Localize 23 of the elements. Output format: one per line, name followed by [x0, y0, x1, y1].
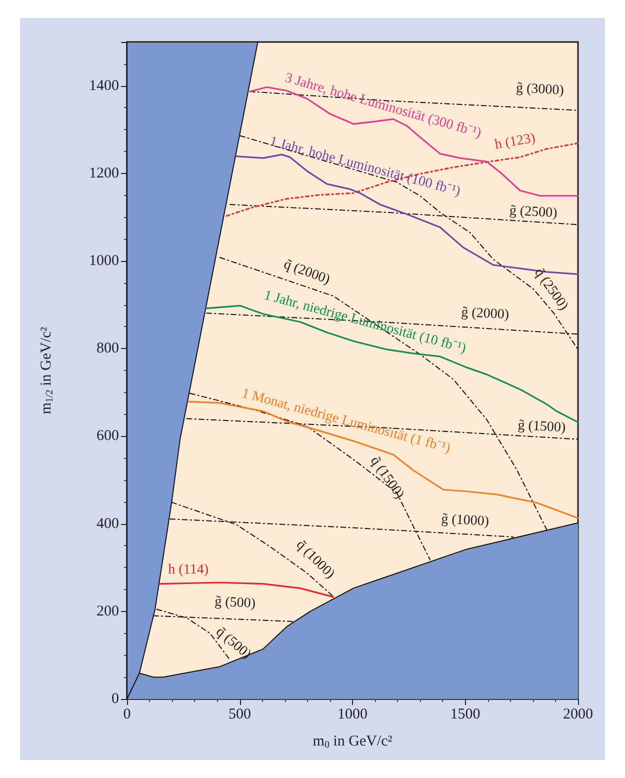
series-label: g̃ (500): [214, 594, 256, 612]
y-axis-title: m1/2 in GeV/c²: [38, 326, 56, 414]
y-tick-label: 1000: [89, 253, 119, 269]
series-label: g̃ (2500): [509, 204, 558, 222]
series-label: g̃ (2000): [460, 305, 510, 323]
x-tick-label: 0: [123, 706, 131, 722]
series-label: g̃ (1000): [440, 512, 490, 530]
y-tick-label: 200: [96, 603, 119, 620]
series-label: h (114): [168, 562, 209, 578]
y-tick-label: 800: [96, 340, 119, 357]
y-tick-label: 0: [112, 691, 119, 707]
text: h (123): [494, 130, 537, 153]
y-tick-label: 1200: [89, 165, 119, 182]
x-tick-label: 500: [228, 706, 251, 722]
x-tick-label: 2000: [563, 706, 593, 722]
y-tick-label: 600: [96, 428, 119, 444]
y-tick-label: 400: [96, 516, 119, 532]
x-tick-label: 1500: [450, 706, 480, 722]
y-tick-label: 1400: [89, 78, 119, 94]
series-label: g̃ (3000): [516, 81, 564, 98]
series-label: g̃ (1500): [517, 418, 566, 436]
text: q̃ (2000): [282, 257, 332, 288]
x-tick-label: 1000: [338, 706, 368, 722]
